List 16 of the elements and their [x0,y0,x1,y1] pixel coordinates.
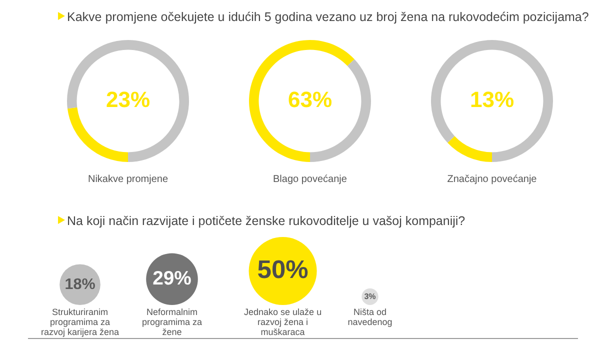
slice-label: Nikakve promjene [86,174,170,185]
text: Na koji način razvijate i potičete ženske rukovoditelje u vašoj kompaniji? [67,214,466,228]
category-label: Neformalnim programima za žene [140,307,204,337]
slice-label: Značajno povećanje [446,174,538,185]
text: Kakve promjene očekujete u idućih 5 godina vezano uz broj žena na rukovodećim pozicijama? [67,10,589,24]
category-label: Strukturiranim programima za razvoj karijera žena [40,307,120,337]
slice-label: Blago povećanje [272,174,348,185]
category-label: Ništa od navedenog [346,307,394,327]
text: 23% [106,87,150,112]
data-label: 29% [152,267,192,290]
text: 13% [470,87,514,112]
data-label: 3% [364,292,376,301]
text: 63% [288,87,332,112]
data-label: 18% [64,276,96,293]
data-label: 50% [257,256,308,284]
category-label: Jednako se ulaže u razvoj žena i muškaraca [243,307,323,337]
